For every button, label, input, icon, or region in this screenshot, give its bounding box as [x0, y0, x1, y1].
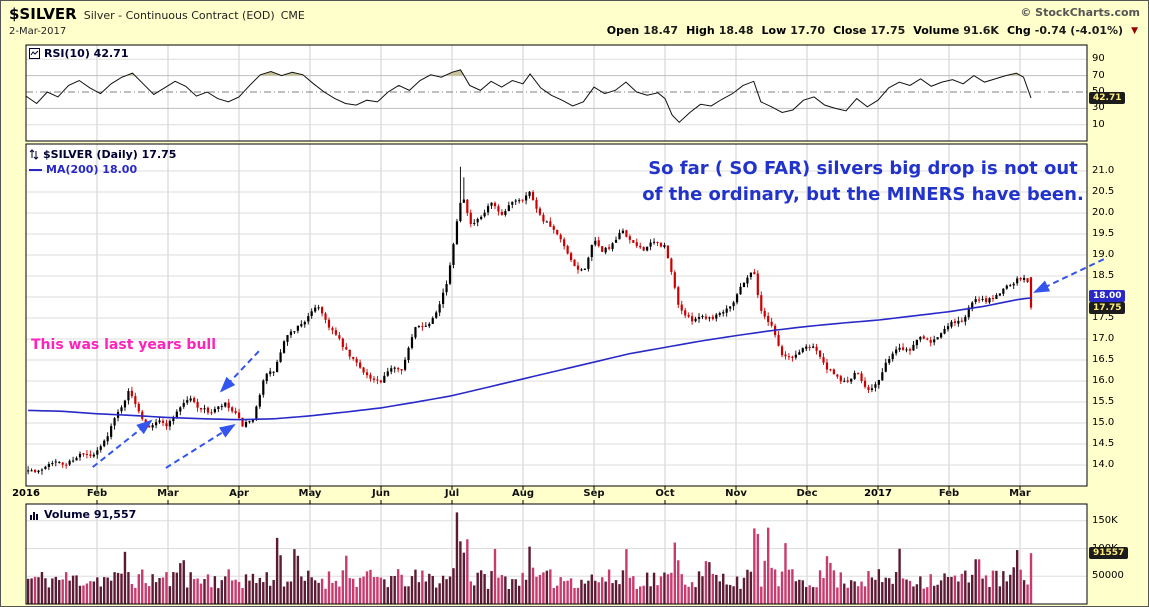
stockcharts-chart-page: $SILVER Silver - Continuous Contract (EO…	[0, 0, 1149, 607]
chart-canvas	[1, 1, 1148, 606]
